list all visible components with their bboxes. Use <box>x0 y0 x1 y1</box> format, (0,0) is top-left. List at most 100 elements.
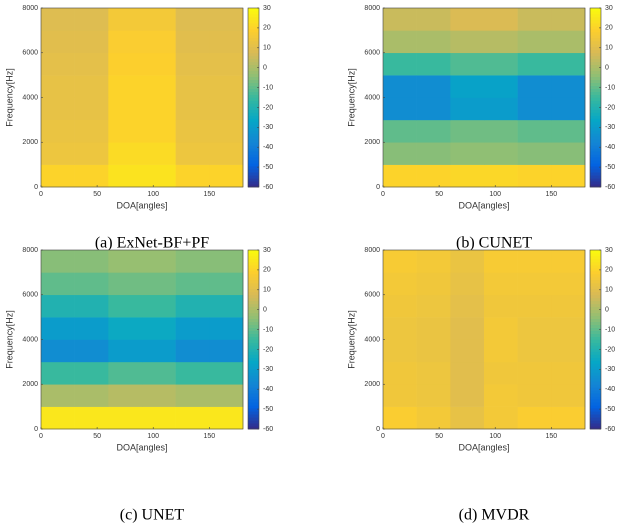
colorbar-step <box>248 303 259 308</box>
heat-cell <box>450 164 485 188</box>
heat-cell <box>175 119 210 143</box>
colorbar-step <box>590 324 601 328</box>
colorbar-step <box>590 34 601 39</box>
heat-cell <box>551 75 586 98</box>
colorbar-step <box>590 426 601 430</box>
heat-cell <box>108 97 143 121</box>
colorbar-step <box>590 357 601 361</box>
heat-cell <box>484 119 518 143</box>
colorbar-step <box>590 342 601 346</box>
heat-cell <box>416 317 451 340</box>
colorbar-step <box>590 13 601 18</box>
heat-cell <box>450 384 485 407</box>
colorbar-step <box>248 321 259 325</box>
colorbar-step <box>248 357 259 361</box>
colorbar-step <box>590 25 601 30</box>
colorbar-step <box>590 375 601 379</box>
colorbar-step <box>590 273 601 278</box>
heat-cell <box>209 52 244 76</box>
colorbar-step <box>248 381 259 385</box>
heat-cell <box>209 250 244 273</box>
heat-cell <box>108 52 143 76</box>
heat-cell <box>41 384 75 407</box>
heat-cell <box>450 317 485 340</box>
colorbar-tick-label: 20 <box>263 25 271 32</box>
colorbar-step <box>590 58 601 63</box>
colorbar-step <box>590 300 601 305</box>
colorbar-step <box>590 297 601 302</box>
x-tick-label: 50 <box>435 191 443 198</box>
colorbar-step <box>248 52 259 57</box>
heat-cell <box>41 339 75 363</box>
heat-cell <box>383 97 417 121</box>
heat-cell <box>517 317 552 340</box>
colorbar-frame <box>589 7 602 188</box>
heat-cell <box>484 250 518 273</box>
colorbar-tick-label: -40 <box>605 144 615 151</box>
colorbar-step <box>248 160 259 164</box>
colorbar-step <box>248 408 259 412</box>
colorbar-step <box>590 267 601 272</box>
heat-cell <box>517 52 552 76</box>
colorbar-step <box>248 351 259 355</box>
heat-cell <box>551 52 586 76</box>
y-axis-label: Frequency[Hz] <box>4 310 14 369</box>
heat-cell <box>450 250 485 273</box>
colorbar-step <box>248 91 259 95</box>
colorbar-step <box>590 417 601 421</box>
colorbar-step <box>590 163 601 167</box>
colorbar-step <box>248 288 259 293</box>
colorbar-step <box>248 291 259 296</box>
colorbar-step <box>248 130 259 134</box>
colorbar-step <box>590 157 601 161</box>
heat-cell <box>416 97 451 121</box>
y-tick-label: 4000 <box>22 336 38 343</box>
heat-cell <box>383 339 417 363</box>
heat-cell <box>484 339 518 363</box>
heat-cell <box>175 97 210 121</box>
colorbar-step <box>248 282 259 287</box>
colorbar-step <box>248 297 259 302</box>
colorbar-tick-label: -50 <box>605 406 615 413</box>
heat-cell <box>41 294 75 318</box>
heat-cell <box>450 406 485 430</box>
colorbar-step <box>590 112 601 116</box>
heat-cell <box>517 361 552 385</box>
heat-cell <box>41 317 75 340</box>
colorbar-step <box>248 22 259 27</box>
colorbar-step <box>590 345 601 349</box>
panel-caption: (a) ExNet-BF+PF <box>95 235 209 252</box>
colorbar-step <box>590 312 601 317</box>
colorbar-step <box>590 154 601 158</box>
heat-cell <box>517 250 552 273</box>
colorbar-step <box>590 396 601 400</box>
colorbar-step <box>590 255 601 260</box>
x-tick-label: 0 <box>381 433 385 440</box>
x-tick-label: 100 <box>147 433 159 440</box>
heat-cell <box>175 8 210 31</box>
colorbar-step <box>248 411 259 415</box>
colorbar-tick-label: 10 <box>263 45 271 52</box>
heat-cell <box>517 8 552 31</box>
colorbar-step <box>248 270 259 275</box>
colorbar-step <box>248 79 259 83</box>
colorbar-step <box>590 327 601 331</box>
colorbar-tick-label: 20 <box>605 267 613 274</box>
colorbar-step <box>248 396 259 400</box>
heat-cell <box>383 361 417 385</box>
heat-cell <box>517 97 552 121</box>
heat-cell <box>383 75 417 98</box>
heat-cell <box>484 272 518 296</box>
colorbar-step <box>248 136 259 140</box>
colorbar-step <box>248 250 259 254</box>
colorbar-step <box>248 58 259 63</box>
heat-cell <box>142 406 176 430</box>
colorbar-step <box>248 97 259 101</box>
colorbar-step <box>248 8 259 12</box>
heat-cell <box>551 361 586 385</box>
colorbar-tick-label: -10 <box>263 84 273 91</box>
colorbar-step <box>248 414 259 418</box>
colorbar-step <box>590 369 601 373</box>
colorbar-step <box>248 339 259 343</box>
colorbar-step <box>248 94 259 98</box>
